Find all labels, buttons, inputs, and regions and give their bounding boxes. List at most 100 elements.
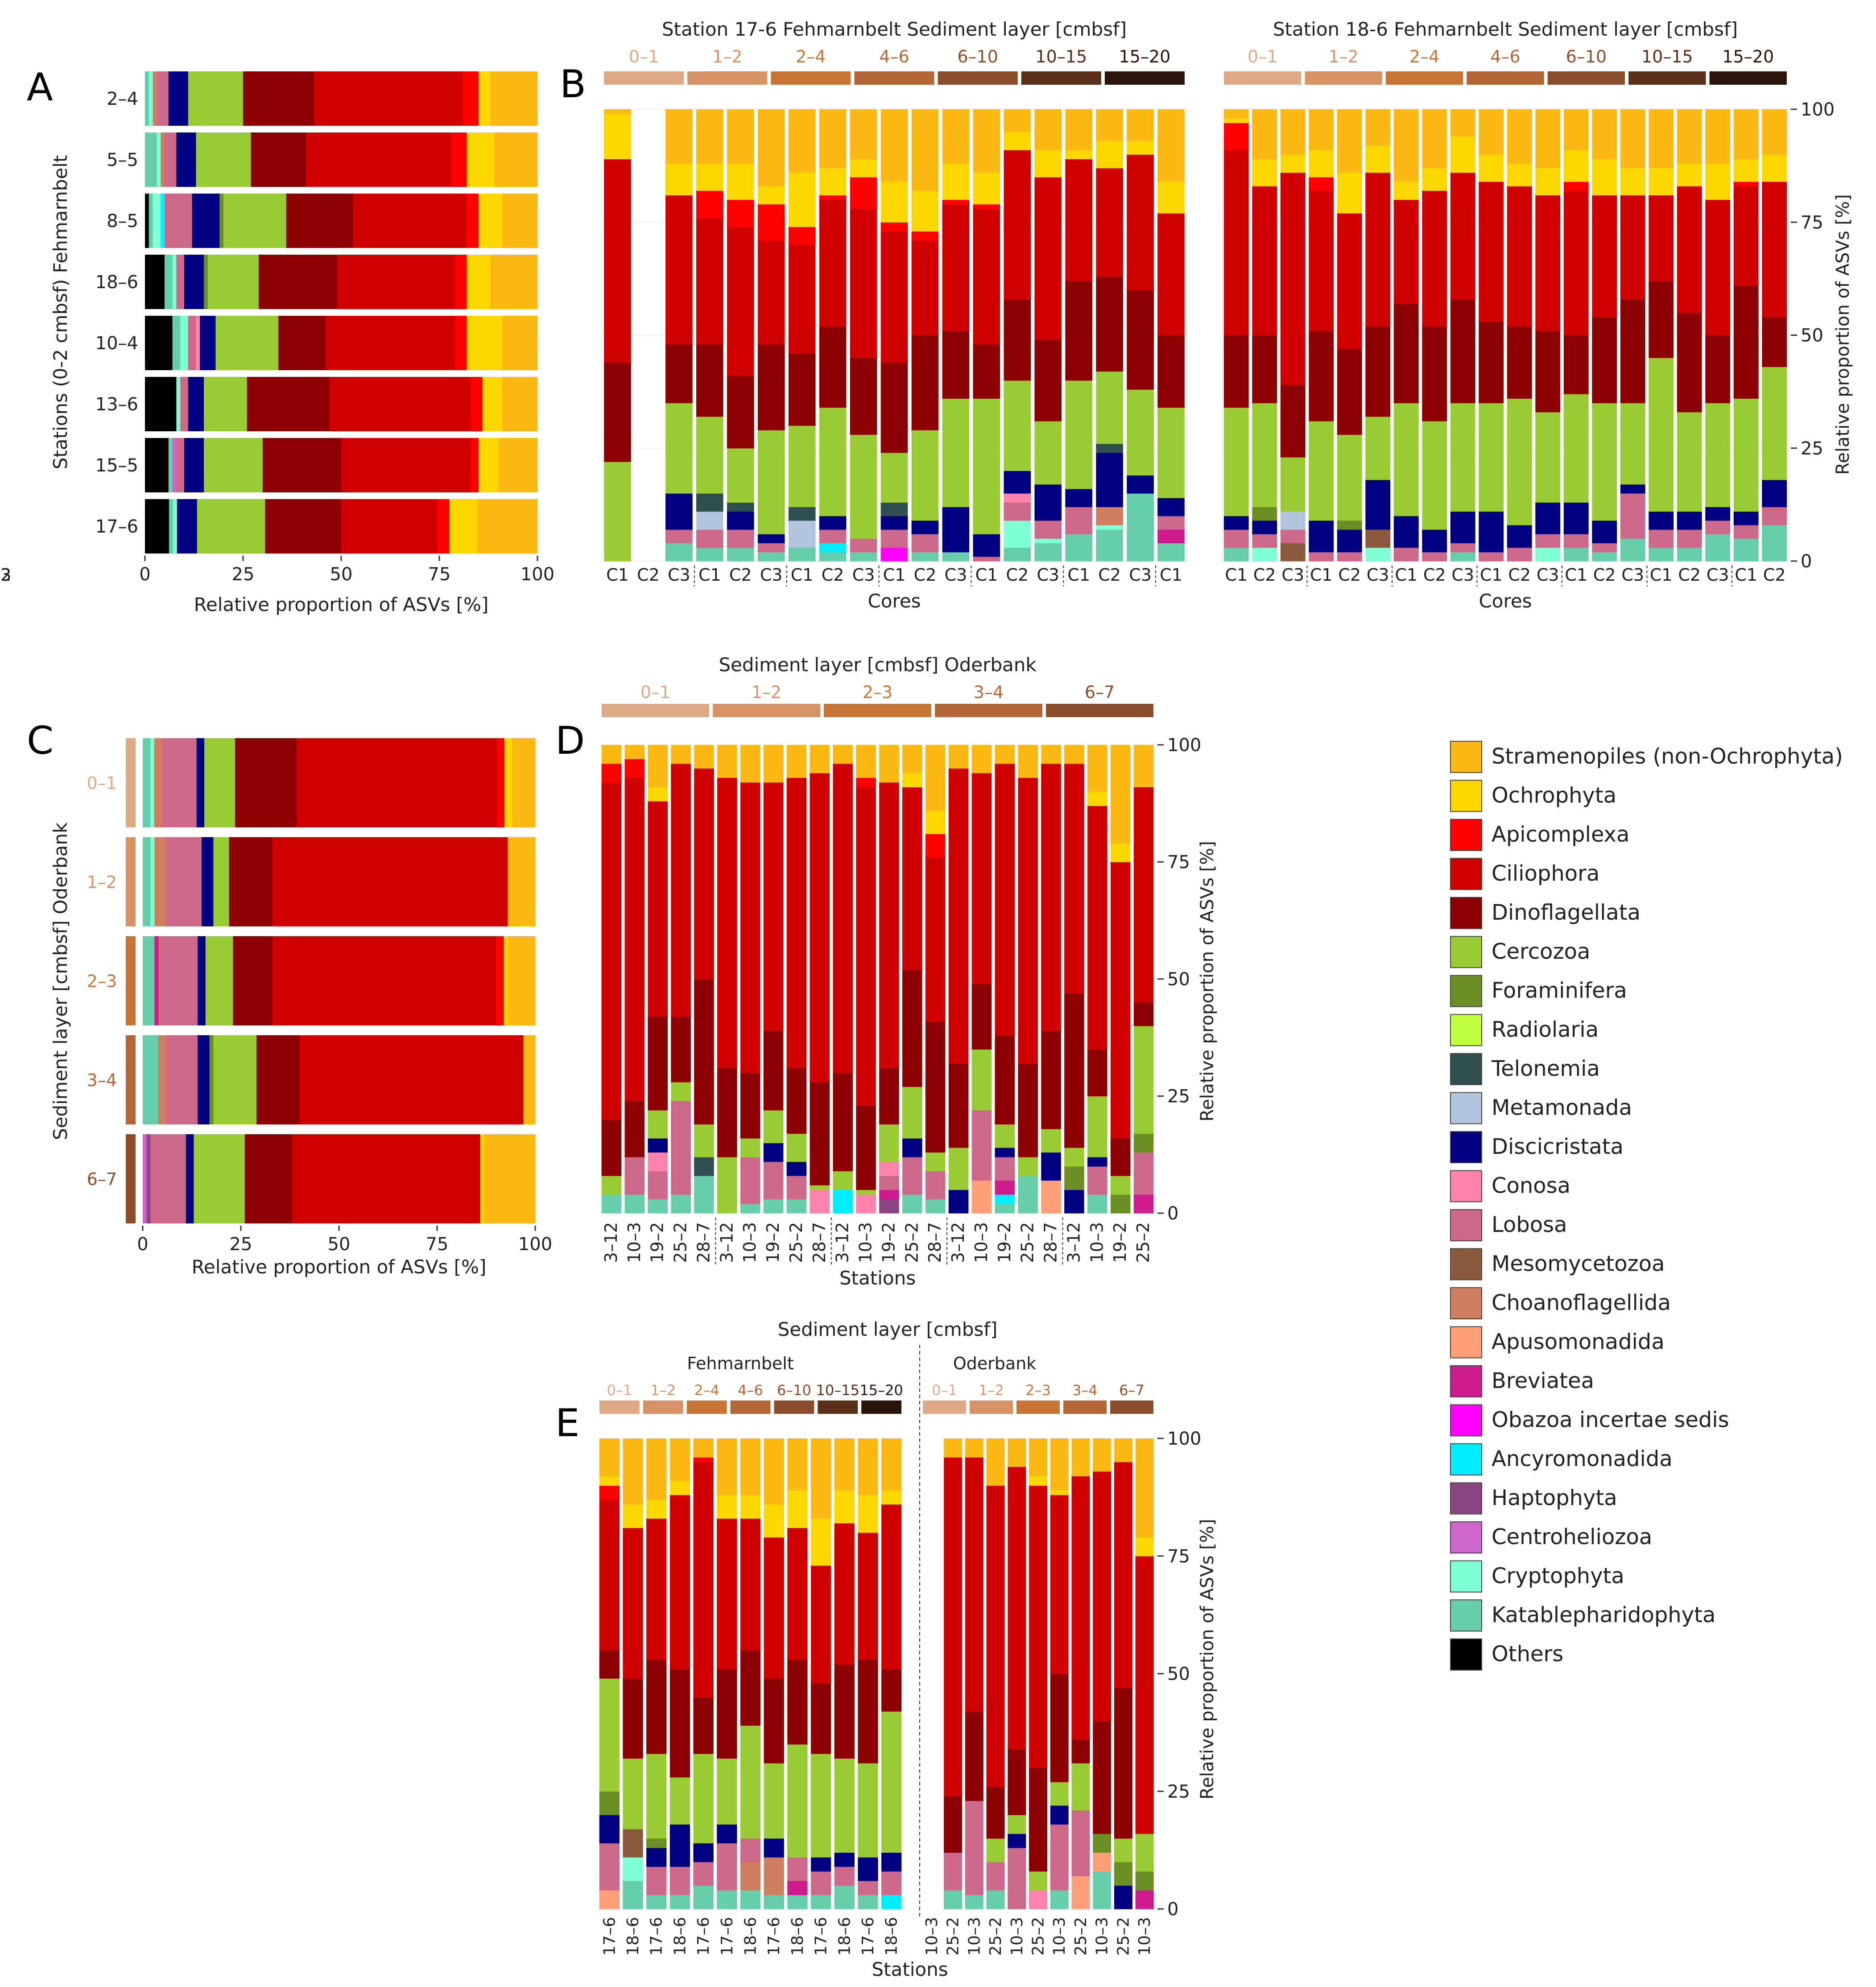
panel-d-bar-12-dinoflagellata xyxy=(856,1105,876,1190)
panel-b1-bar-8-cercozoa xyxy=(819,407,847,516)
panel-e-fehmarnbelt-bar-4-katablepharidophyta xyxy=(669,1895,690,1909)
panel-e-fehmarnbelt-bar-13-stramenopiles-non-ochrophyta xyxy=(881,1438,902,1491)
panel-e-ytick-label: 0 xyxy=(1167,1899,1178,1920)
panel-b2-ytick-label: 100 xyxy=(1801,99,1835,120)
panel-b1-bar-12-discicristata xyxy=(942,507,970,553)
panel-a-bar-8-cryptophyta xyxy=(173,499,178,554)
panel-b1-bar-17-cryptophyta xyxy=(1096,525,1123,530)
panel-b2-bar-6-mesomycetozoa xyxy=(1365,529,1391,548)
panel-b2-bar-8-stramenopiles-non-ochrophyta xyxy=(1422,109,1447,169)
panel-e-oderbank-bar-5-lobosa xyxy=(1008,1847,1026,1909)
panel-b1-bar-16-ochrophyta xyxy=(1065,150,1093,160)
panel-e-fehmarnbelt-bar-1-lobosa xyxy=(599,1871,620,1891)
panel-d-bar-18-discicristata xyxy=(995,1148,1015,1157)
panel-d-bar-22-ochrophyta xyxy=(1087,792,1107,806)
panel-b1-bar-12-apicomplexa xyxy=(942,199,970,205)
panel-c-bar-3-breviatea xyxy=(154,936,159,1025)
panel-b2-bar-18-cercozoa xyxy=(1705,403,1731,508)
panel-e-title: Sediment layer [cmbsf] xyxy=(778,1318,998,1340)
panel-d-bar-7-dinoflagellata xyxy=(740,1073,760,1139)
panel-b2-bar-16-ochrophyta xyxy=(1649,168,1674,196)
panel-e-fehmarnbelt-bar-12-discicristata xyxy=(858,1857,878,1881)
panel-e-fehmarnbelt-bar-2-katablepharidophyta xyxy=(623,1880,643,1909)
panel-d-layer-bar-0-1 xyxy=(602,704,709,717)
panel-b2-bar-12-cercozoa xyxy=(1535,412,1561,503)
panel-a-bar-5-apicomplexa xyxy=(455,316,467,370)
legend-label-cryptophyta: Cryptophyta xyxy=(1492,1564,1624,1589)
panel-e-fehmarnbelt-layer-bar-10-15 xyxy=(818,1400,858,1414)
panel-b1-core-label: C1 xyxy=(698,565,721,585)
panel-b2-bar-10-lobosa xyxy=(1479,552,1504,562)
panel-b2-title: Station 18-6 Fehmarnbelt Sediment layer … xyxy=(1273,18,1738,40)
panel-b1-title: Station 17-6 Fehmarnbelt Sediment layer … xyxy=(662,18,1127,40)
panel-c-bar-4-lobosa xyxy=(166,1035,198,1124)
panel-d-layer-bar-2-3 xyxy=(824,704,931,717)
panel-b2-bar-15-lobosa xyxy=(1620,493,1645,539)
panel-c-bar-5-centroheliozoa xyxy=(143,1134,147,1223)
panel-e-oderbank-bar-5-discicristata xyxy=(1008,1834,1026,1848)
panel-b2-bar-16-stramenopiles-non-ochrophyta xyxy=(1649,109,1674,169)
panel-b2-bar-6-cryptophyta xyxy=(1365,547,1391,562)
panel-a-bar-5-katablepharidophyta xyxy=(172,316,181,370)
panel-b2-layer-bar-0-1 xyxy=(1224,71,1302,85)
panel-d-bar-22-cercozoa xyxy=(1087,1096,1107,1157)
panel-a-bar-5-ochrophyta xyxy=(467,316,503,370)
panel-d-bar-21-cercozoa xyxy=(1064,1148,1084,1167)
panel-b1-bar-17-stramenopiles-non-ochrophyta xyxy=(1096,109,1123,141)
legend-swatch-metamonada xyxy=(1450,1092,1482,1124)
panel-b1-bar-18-dinoflagellata xyxy=(1127,290,1154,390)
panel-d-station-label: 25–2 xyxy=(1018,1222,1037,1263)
panel-b2-layer-bar-1-2 xyxy=(1305,71,1382,85)
panel-e-oderbank-layer-label: 6–7 xyxy=(1119,1382,1145,1399)
panel-a-bar-5-stramenopiles-non-ochrophyta xyxy=(502,316,538,370)
panel-b1-bar-4-telonemia xyxy=(696,493,723,512)
panel-b1-bar-8-discicristata xyxy=(819,516,847,530)
legend-swatch-breviatea xyxy=(1450,1365,1482,1397)
panel-e-station-label: 17–6 xyxy=(812,1917,831,1956)
panel-b1-bar-12-stramenopiles-non-ochrophyta xyxy=(942,109,970,164)
panel-c-bar-2-dinoflagellata xyxy=(229,837,273,926)
legend-swatch-stramenopiles-non-ochrophyta xyxy=(1450,741,1482,773)
panel-b1-bar-7-cercozoa xyxy=(788,425,816,508)
panel-d-bar-6-dinoflagellata xyxy=(717,1068,737,1157)
panel-e-fehmarnbelt-bar-2-ciliophora xyxy=(623,1528,643,1679)
panel-d-bar-9-stramenopiles-non-ochrophyta xyxy=(786,745,807,778)
panel-e-oderbank-bar-6-cercozoa xyxy=(1029,1871,1048,1891)
panel-d-layer-label: 3–4 xyxy=(974,682,1004,702)
panel-b1-core-label: C1 xyxy=(1067,565,1090,585)
panel-e-fehmarnbelt-layer-bar-2-4 xyxy=(686,1400,727,1414)
panel-a-bar-3-cercozoa xyxy=(223,194,287,248)
panel-b1-bar-10-telonemia xyxy=(880,502,908,516)
panel-c-bar-1-katablepharidophyta xyxy=(143,738,151,827)
panel-d-bar-15-dinoflagellata xyxy=(925,1021,946,1153)
panel-a-bar-2-lobosa xyxy=(165,132,177,187)
panel-b2-bar-6-stramenopiles-non-ochrophyta xyxy=(1365,109,1391,146)
panel-d-bar-7-ciliophora xyxy=(740,782,760,1073)
panel-e-station-label: 10–3 xyxy=(1136,1917,1154,1956)
panel-b1-bar-3-lobosa xyxy=(665,529,693,544)
panel-b2-bar-19-ochrophyta xyxy=(1733,159,1759,182)
panel-b2-bar-8-dinoflagellata xyxy=(1422,326,1447,421)
panel-b2-bar-14-stramenopiles-non-ochrophyta xyxy=(1592,109,1617,160)
panel-b2-ytick-label: 75 xyxy=(1801,212,1823,233)
panel-b1-bar-13-stramenopiles-non-ochrophyta xyxy=(973,109,1000,173)
panel-b1-bar-13-cercozoa xyxy=(973,398,1000,534)
panel-a-bar-1-ciliophora xyxy=(314,71,463,126)
panel-a-bar-8-ciliophora xyxy=(341,499,438,554)
panel-b2-bar-3-mesomycetozoa xyxy=(1280,543,1306,562)
panel-d-bar-15-ochrophyta xyxy=(925,810,946,834)
panel-b1-core-label: C3 xyxy=(945,565,967,585)
panel-b1-bar-11-discicristata xyxy=(911,520,939,534)
panel-e-oderbank-bar-3-dinoflagellata xyxy=(965,1711,983,1801)
panel-c-bar-5-dinoflagellata xyxy=(244,1134,292,1223)
panel-a-bar-7-cercozoa xyxy=(204,438,263,492)
panel-b2-bar-1-cercozoa xyxy=(1223,407,1249,516)
panel-b1-core-label: C3 xyxy=(1129,565,1152,585)
panel-b1-bar-6-lobosa xyxy=(757,543,785,553)
panel-b1-bar-9-ciliophora xyxy=(850,208,877,358)
panel-e-oderbank-bar-5-dinoflagellata xyxy=(1008,1749,1026,1815)
panel-b1-bar-13-ciliophora xyxy=(973,208,1000,345)
panel-e-oderbank-bar-6-stramenopiles-non-ochrophyta xyxy=(1029,1438,1048,1476)
panel-d-station-label: 25–2 xyxy=(671,1222,690,1263)
panel-b2-layer-bar-6-10 xyxy=(1547,71,1625,85)
